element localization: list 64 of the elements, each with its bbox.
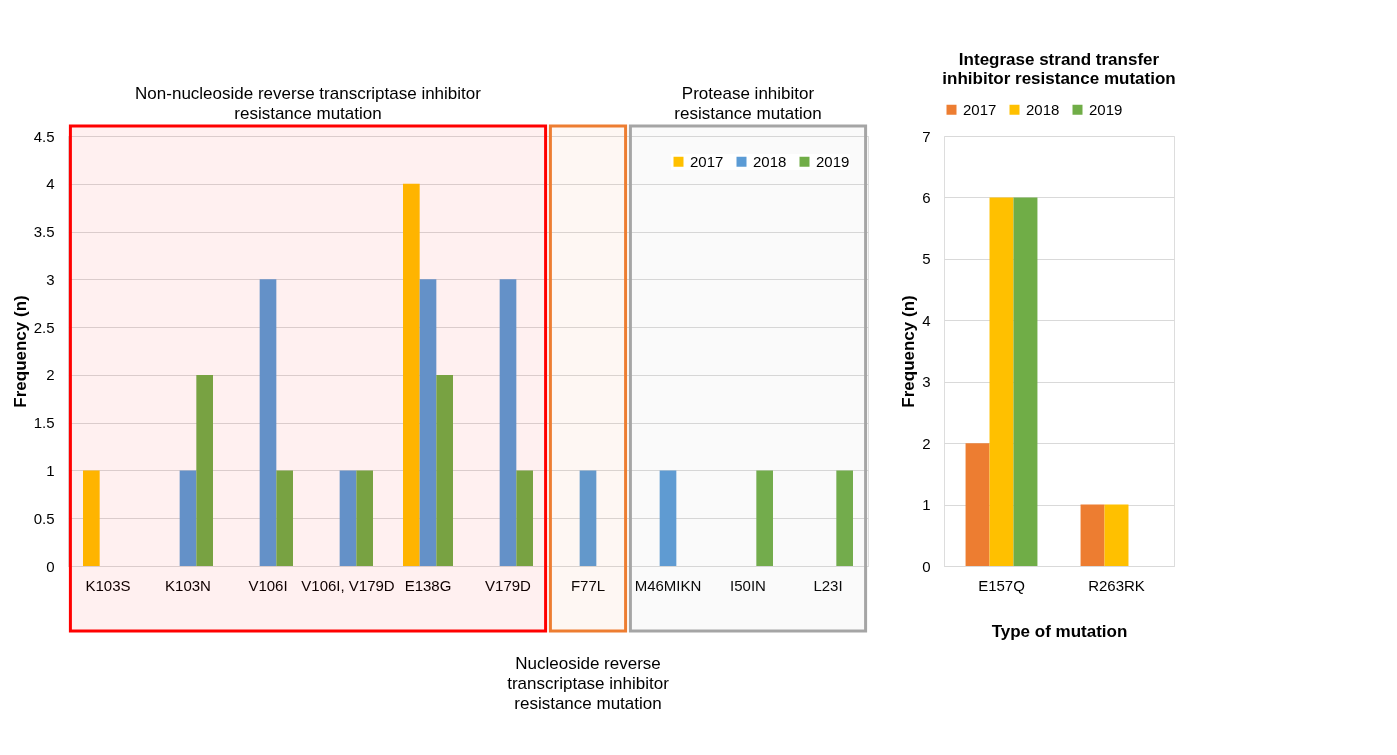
bar: [516, 470, 533, 566]
bar: [83, 470, 100, 566]
x-axis-title: Type of mutation: [991, 621, 1128, 641]
legend-label: 2019: [1089, 100, 1123, 118]
y-tick-label: 7: [922, 127, 931, 145]
x-tick-label: E138G: [404, 576, 452, 594]
x-tick-label: K103S: [85, 576, 131, 594]
x-tick-label: K103N: [165, 576, 211, 594]
bar: [403, 183, 420, 566]
legend-label: 2018: [753, 152, 787, 170]
bar: [989, 197, 1014, 566]
bar: [659, 470, 677, 566]
legend-label: 2018: [1026, 100, 1060, 118]
y-tick-label: 4: [922, 311, 931, 329]
x-tick-label: V106I: [248, 576, 288, 594]
y-tick-label: 4.5: [33, 127, 55, 145]
y-tick-label: 2: [46, 366, 55, 384]
x-tick-label: E157Q: [978, 576, 1025, 594]
bar: [1080, 504, 1105, 566]
y-tick-label: 1: [46, 461, 55, 479]
y-tick-label: 0.5: [33, 509, 55, 527]
x-tick-label: M46MIKN: [634, 576, 702, 594]
y-tick-label: 6: [922, 188, 931, 206]
band-label: Protease inhibitor resistance mutation: [674, 84, 822, 123]
y-tick-label: 5: [922, 250, 931, 268]
x-tick-label: F77L: [570, 576, 606, 594]
y-tick-label: 1: [922, 496, 931, 514]
band-label: Nucleoside reverse transcriptase inhibitor resistance mutation: [507, 654, 670, 713]
y-tick-label: 3.5: [33, 223, 55, 241]
y-axis-title: Frequency (n): [10, 295, 30, 408]
bar: [756, 470, 773, 566]
bar: [965, 443, 990, 566]
y-tick-label: 3: [46, 270, 55, 288]
bar: [356, 470, 373, 566]
x-tick-label: L23I: [813, 576, 843, 594]
bar: [339, 470, 357, 566]
x-tick-label: V106I, V179D: [301, 576, 395, 594]
bar: [276, 470, 293, 566]
bar: [1013, 197, 1038, 566]
bar: [436, 374, 453, 566]
bar: [836, 470, 853, 566]
y-tick-label: 2.5: [33, 318, 55, 336]
band-label: Non-nucleoside reverse transcriptase inhibitor resistance mutation: [135, 84, 482, 123]
legend-label: 2017: [690, 152, 724, 170]
x-tick-label: I50IN: [730, 576, 766, 594]
y-tick-label: 0: [46, 557, 55, 575]
bar: [179, 470, 197, 566]
legend-label: 2017: [963, 100, 997, 118]
y-axis-title: Frequency (n): [899, 295, 919, 408]
bar: [499, 279, 517, 566]
x-tick-label: R263RK: [1088, 576, 1145, 594]
legend-label: 2019: [816, 152, 850, 170]
bar: [1104, 504, 1129, 566]
y-tick-label: 4: [46, 175, 55, 193]
bar: [579, 470, 597, 566]
y-tick-label: 3: [922, 373, 931, 391]
y-tick-label: 2: [922, 434, 931, 452]
bar: [196, 374, 213, 566]
chart-title: Integrase strand transfer inhibitor resistance mutation: [942, 50, 1176, 88]
y-tick-label: 1.5: [33, 414, 55, 432]
bar: [259, 279, 277, 566]
y-tick-label: 0: [922, 557, 931, 575]
x-tick-label: V179D: [485, 576, 532, 594]
bar: [419, 279, 437, 566]
